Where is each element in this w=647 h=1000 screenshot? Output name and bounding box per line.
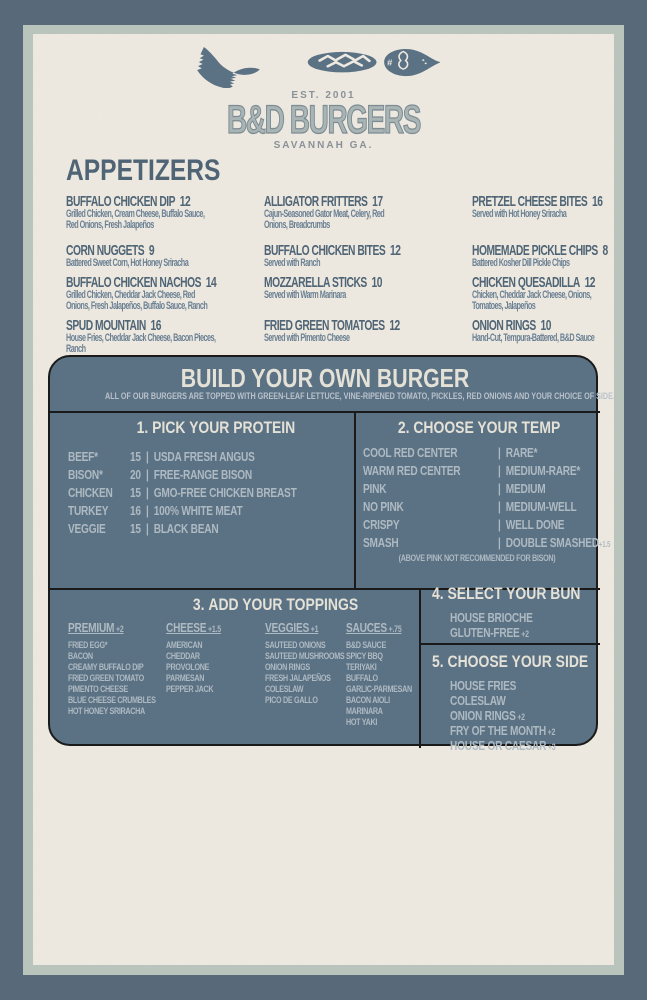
svg-text:#: # — [387, 58, 392, 67]
